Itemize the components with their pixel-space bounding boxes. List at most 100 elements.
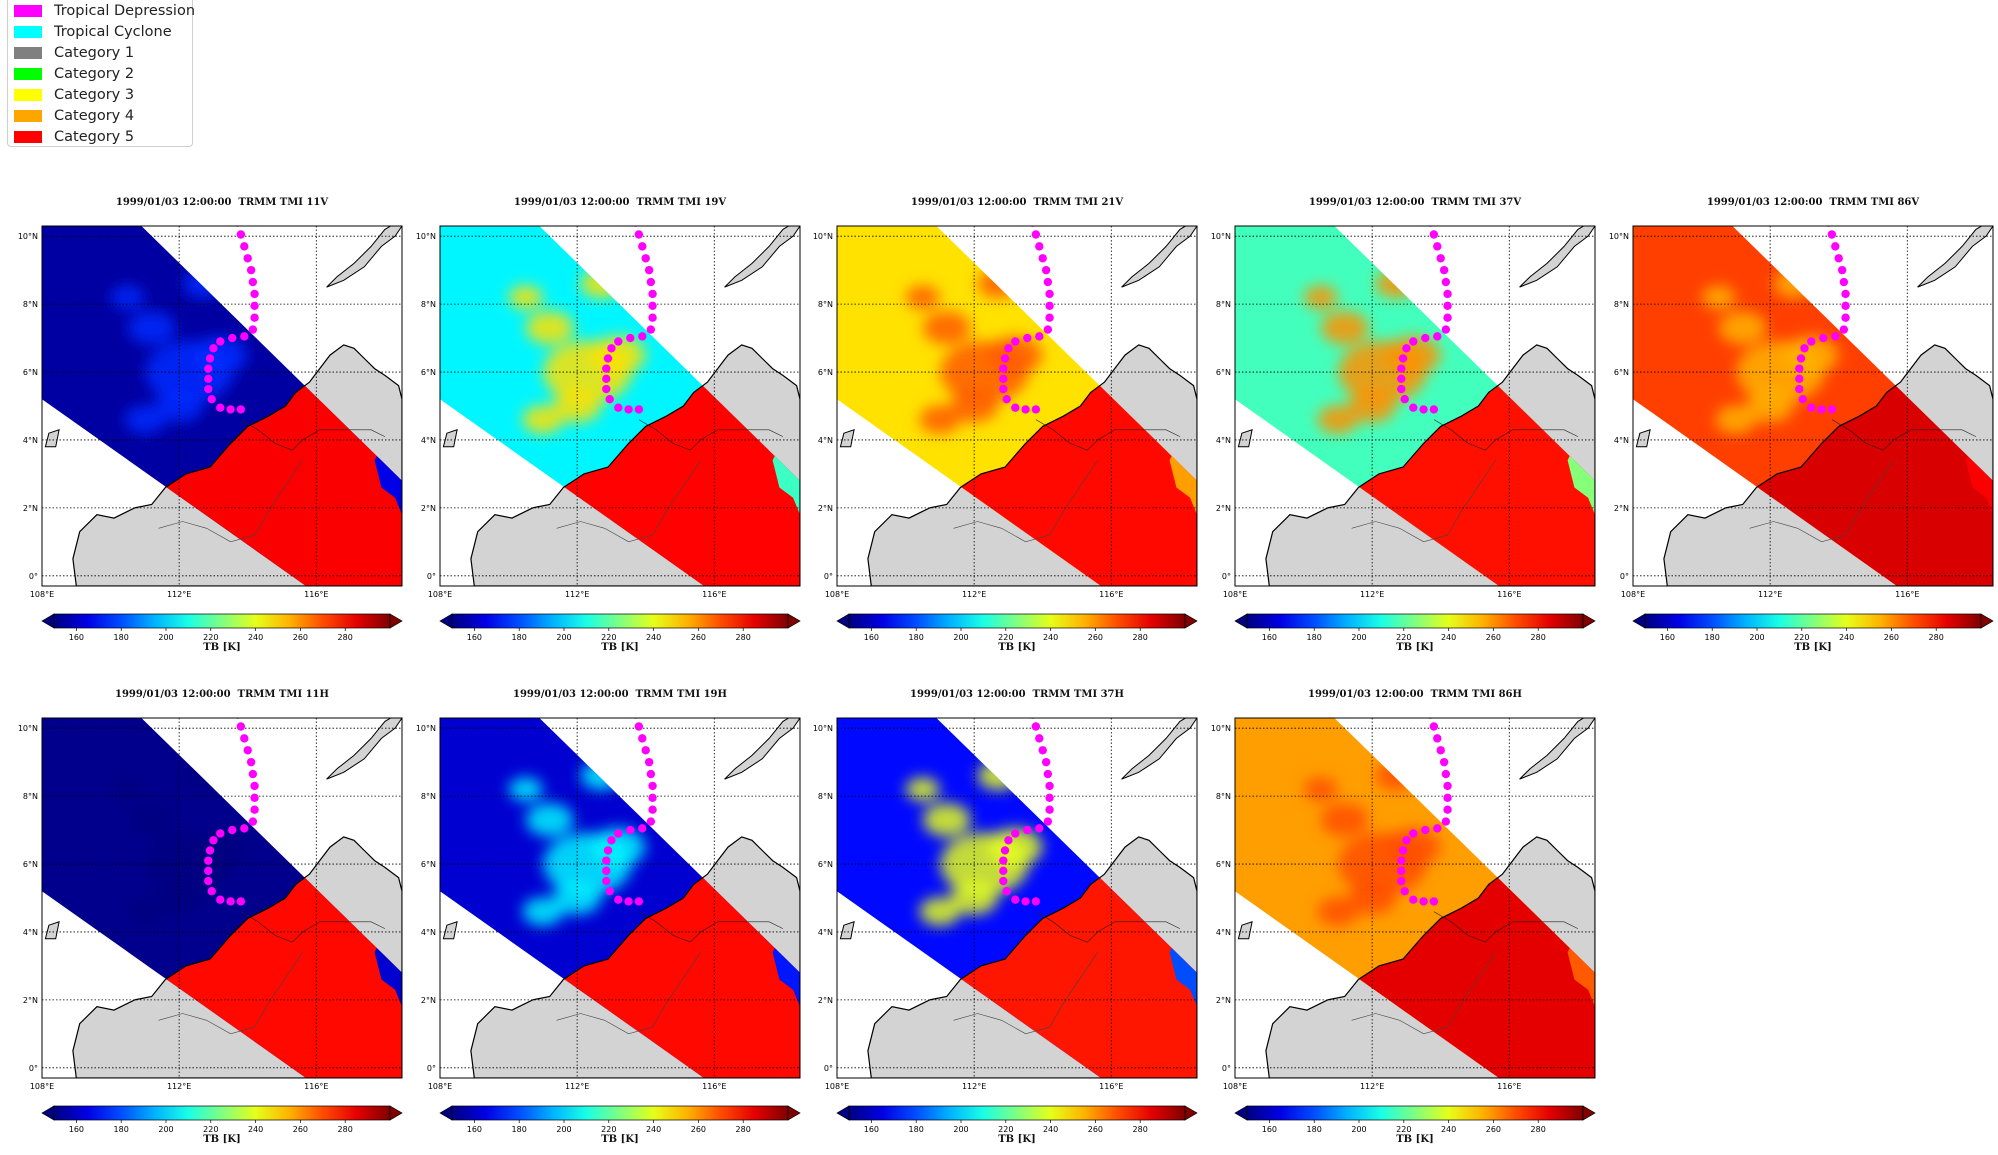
legend-label: Category 1 — [54, 45, 135, 61]
x-tick-label: 108°E — [1621, 590, 1645, 599]
track-point — [614, 403, 623, 412]
track-point — [648, 805, 657, 814]
track-point — [204, 374, 213, 384]
track-point — [1831, 242, 1840, 251]
track-point — [250, 793, 259, 803]
island — [1237, 429, 1253, 448]
colorbar-tick-label: 200 — [1351, 1125, 1366, 1134]
colorbar-tick-label: 160 — [69, 633, 84, 642]
track-point — [243, 746, 252, 755]
y-tick-label: 2°N — [818, 996, 833, 1005]
track-point — [638, 734, 647, 743]
track-point — [648, 289, 657, 299]
colorbar-tick-label: 220 — [203, 633, 218, 642]
blob — [1320, 311, 1369, 345]
track-point — [1045, 793, 1054, 803]
colorbar-tick-label: 220 — [1396, 633, 1411, 642]
track-point — [648, 313, 657, 322]
x-tick-label: 116°E — [702, 1082, 726, 1091]
colorbar-extend-high — [787, 1105, 801, 1121]
colorbar-tick-label: 180 — [114, 1125, 129, 1134]
y-tick-label: 4°N — [818, 436, 833, 445]
y-tick-label: 2°N — [421, 996, 436, 1005]
coastline — [72, 344, 402, 586]
y-tick-label: 4°N — [1614, 436, 1629, 445]
track-point — [1409, 895, 1418, 904]
panel-title: 1999/01/03 12:00:00 TRMM TMI 37H — [910, 689, 1124, 700]
track-point — [1023, 333, 1032, 343]
track-point — [999, 374, 1008, 384]
track-point — [644, 757, 654, 767]
track-point — [1043, 817, 1053, 826]
track-point — [1035, 734, 1044, 743]
blob — [1701, 285, 1736, 310]
colorbar-tick-label: 160 — [1262, 633, 1277, 642]
blob — [525, 311, 574, 345]
y-tick-label: 6°N — [1216, 860, 1231, 869]
track-point — [1398, 846, 1408, 855]
track-point — [1004, 344, 1013, 353]
border-line — [1351, 952, 1496, 1035]
border-line — [556, 952, 701, 1035]
y-tick-label: 0° — [1620, 572, 1629, 581]
track-point — [1402, 836, 1411, 845]
x-tick-label: 116°E — [304, 590, 328, 599]
blob — [988, 335, 1043, 375]
y-tick-label: 2°N — [818, 504, 833, 513]
colorbar-tick-label: 220 — [601, 1125, 616, 1134]
track-point — [605, 887, 614, 896]
colorbar-label: TB [K] — [203, 1134, 241, 1145]
coastline — [1663, 344, 1993, 586]
colorbar-tick-label: 160 — [1660, 633, 1675, 642]
track-point — [209, 836, 218, 845]
legend-label: Tropical Cyclone — [54, 24, 172, 40]
blob — [1303, 285, 1338, 310]
track-point — [648, 793, 657, 803]
x-tick-label: 112°E — [167, 1082, 191, 1091]
track-point — [250, 289, 259, 299]
legend-swatch — [14, 47, 42, 59]
panel-title: 1999/01/03 12:00:00 TRMM TMI 21V — [910, 197, 1124, 208]
track-point — [204, 866, 213, 876]
y-tick-label: 6°N — [421, 860, 436, 869]
border-line — [240, 419, 386, 451]
track-point — [1045, 301, 1054, 311]
track-point — [624, 405, 633, 414]
track-point — [248, 817, 258, 826]
track-point — [603, 354, 613, 363]
track-point — [1800, 344, 1809, 353]
map-frame — [439, 717, 801, 1079]
island — [1121, 226, 1197, 288]
y-tick-label: 2°N — [23, 996, 38, 1005]
colorbar-label: TB [K] — [998, 642, 1036, 653]
y-tick-label: 2°N — [23, 504, 38, 513]
colorbar — [1246, 1105, 1584, 1121]
track-point — [250, 301, 259, 311]
colorbar-extend-high — [1582, 613, 1596, 629]
colorbar-tick-label: 240 — [1043, 1125, 1058, 1134]
colorbar — [53, 613, 391, 629]
border-line — [556, 460, 701, 543]
colorbar-extend-high — [1184, 613, 1198, 629]
colorbar-tick-label: 220 — [601, 633, 616, 642]
blob — [1386, 335, 1441, 375]
track-point — [614, 829, 623, 838]
track-point — [204, 364, 213, 373]
colorbar-tick-label: 260 — [293, 1125, 308, 1134]
track-point — [1041, 757, 1051, 767]
border-line — [953, 460, 1098, 543]
track-point — [1443, 301, 1452, 311]
track-point — [634, 405, 644, 414]
x-tick-label: 116°E — [702, 590, 726, 599]
island — [839, 429, 855, 448]
colorbar-tick-label: 200 — [556, 1125, 571, 1134]
colorbar-tick-label: 240 — [646, 1125, 661, 1134]
colorbar-extend-high — [389, 613, 403, 629]
track-point — [1021, 897, 1030, 906]
colorbar-tick-label: 180 — [1307, 1125, 1322, 1134]
blob — [922, 311, 971, 345]
track-point — [248, 277, 258, 287]
border-line — [1351, 460, 1496, 543]
colorbar-tick-label: 180 — [512, 633, 527, 642]
track-point — [1441, 325, 1451, 334]
